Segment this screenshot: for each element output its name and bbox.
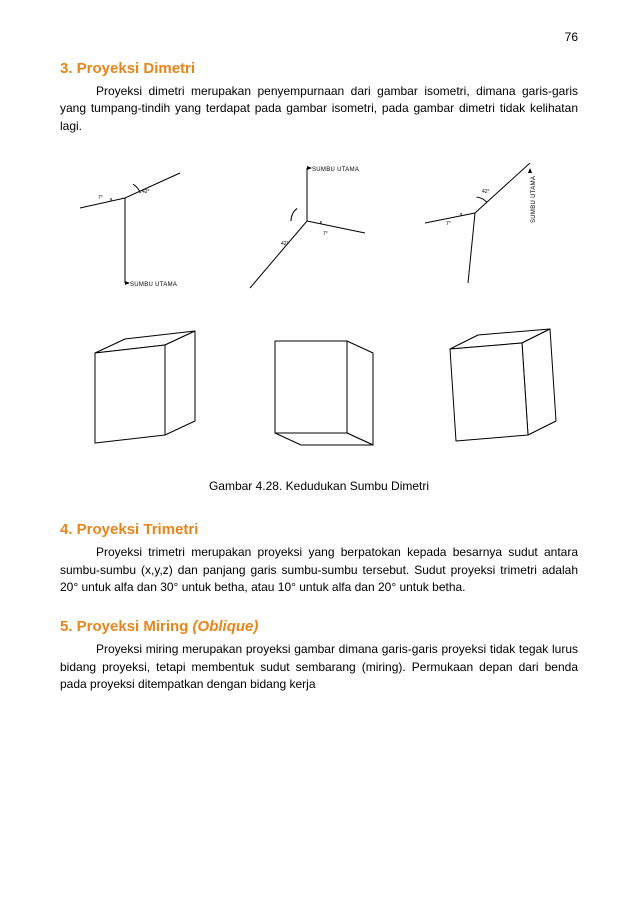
heading-oblique: 5. Proyeksi Miring (Oblique): [60, 618, 578, 635]
svg-text:SUMBU UTAMA: SUMBU UTAMA: [312, 167, 359, 173]
body-dimetri: Proyeksi dimetri merupakan penyempurnaan…: [60, 83, 578, 135]
svg-text:42°: 42°: [142, 189, 150, 195]
page-number: 76: [565, 30, 578, 44]
svg-text:7°: 7°: [323, 231, 328, 237]
svg-text:42°: 42°: [482, 189, 490, 195]
svg-text:SUMBU UTAMA: SUMBU UTAMA: [130, 282, 177, 288]
figure-caption: Gambar 4.28. Kedudukan Sumbu Dimetri: [60, 479, 578, 493]
body-oblique: Proyeksi miring merupakan proyeksi gamba…: [60, 641, 578, 693]
svg-text:SUMBU UTAMA: SUMBU UTAMA: [531, 176, 537, 223]
figure-dimetri: 7° 42° SUMBU UTAMA 42° 7° SUMBU UTAMA 42° 7° SUM…: [60, 163, 578, 463]
svg-text:7°: 7°: [446, 221, 451, 227]
heading-dimetri: 3. Proyeksi Dimetri: [60, 60, 578, 77]
heading-oblique-prefix: 5. Proyeksi Miring: [60, 618, 193, 635]
heading-trimetri: 4. Proyeksi Trimetri: [60, 521, 578, 538]
svg-text:42°: 42°: [281, 241, 289, 247]
dimetri-diagram: 7° 42° SUMBU UTAMA 42° 7° SUMBU UTAMA 42° 7° SUM…: [60, 163, 578, 463]
svg-text:7°: 7°: [98, 195, 103, 201]
heading-oblique-italic: (Oblique): [193, 618, 259, 635]
body-trimetri: Proyeksi trimetri merupakan proyeksi yan…: [60, 544, 578, 596]
